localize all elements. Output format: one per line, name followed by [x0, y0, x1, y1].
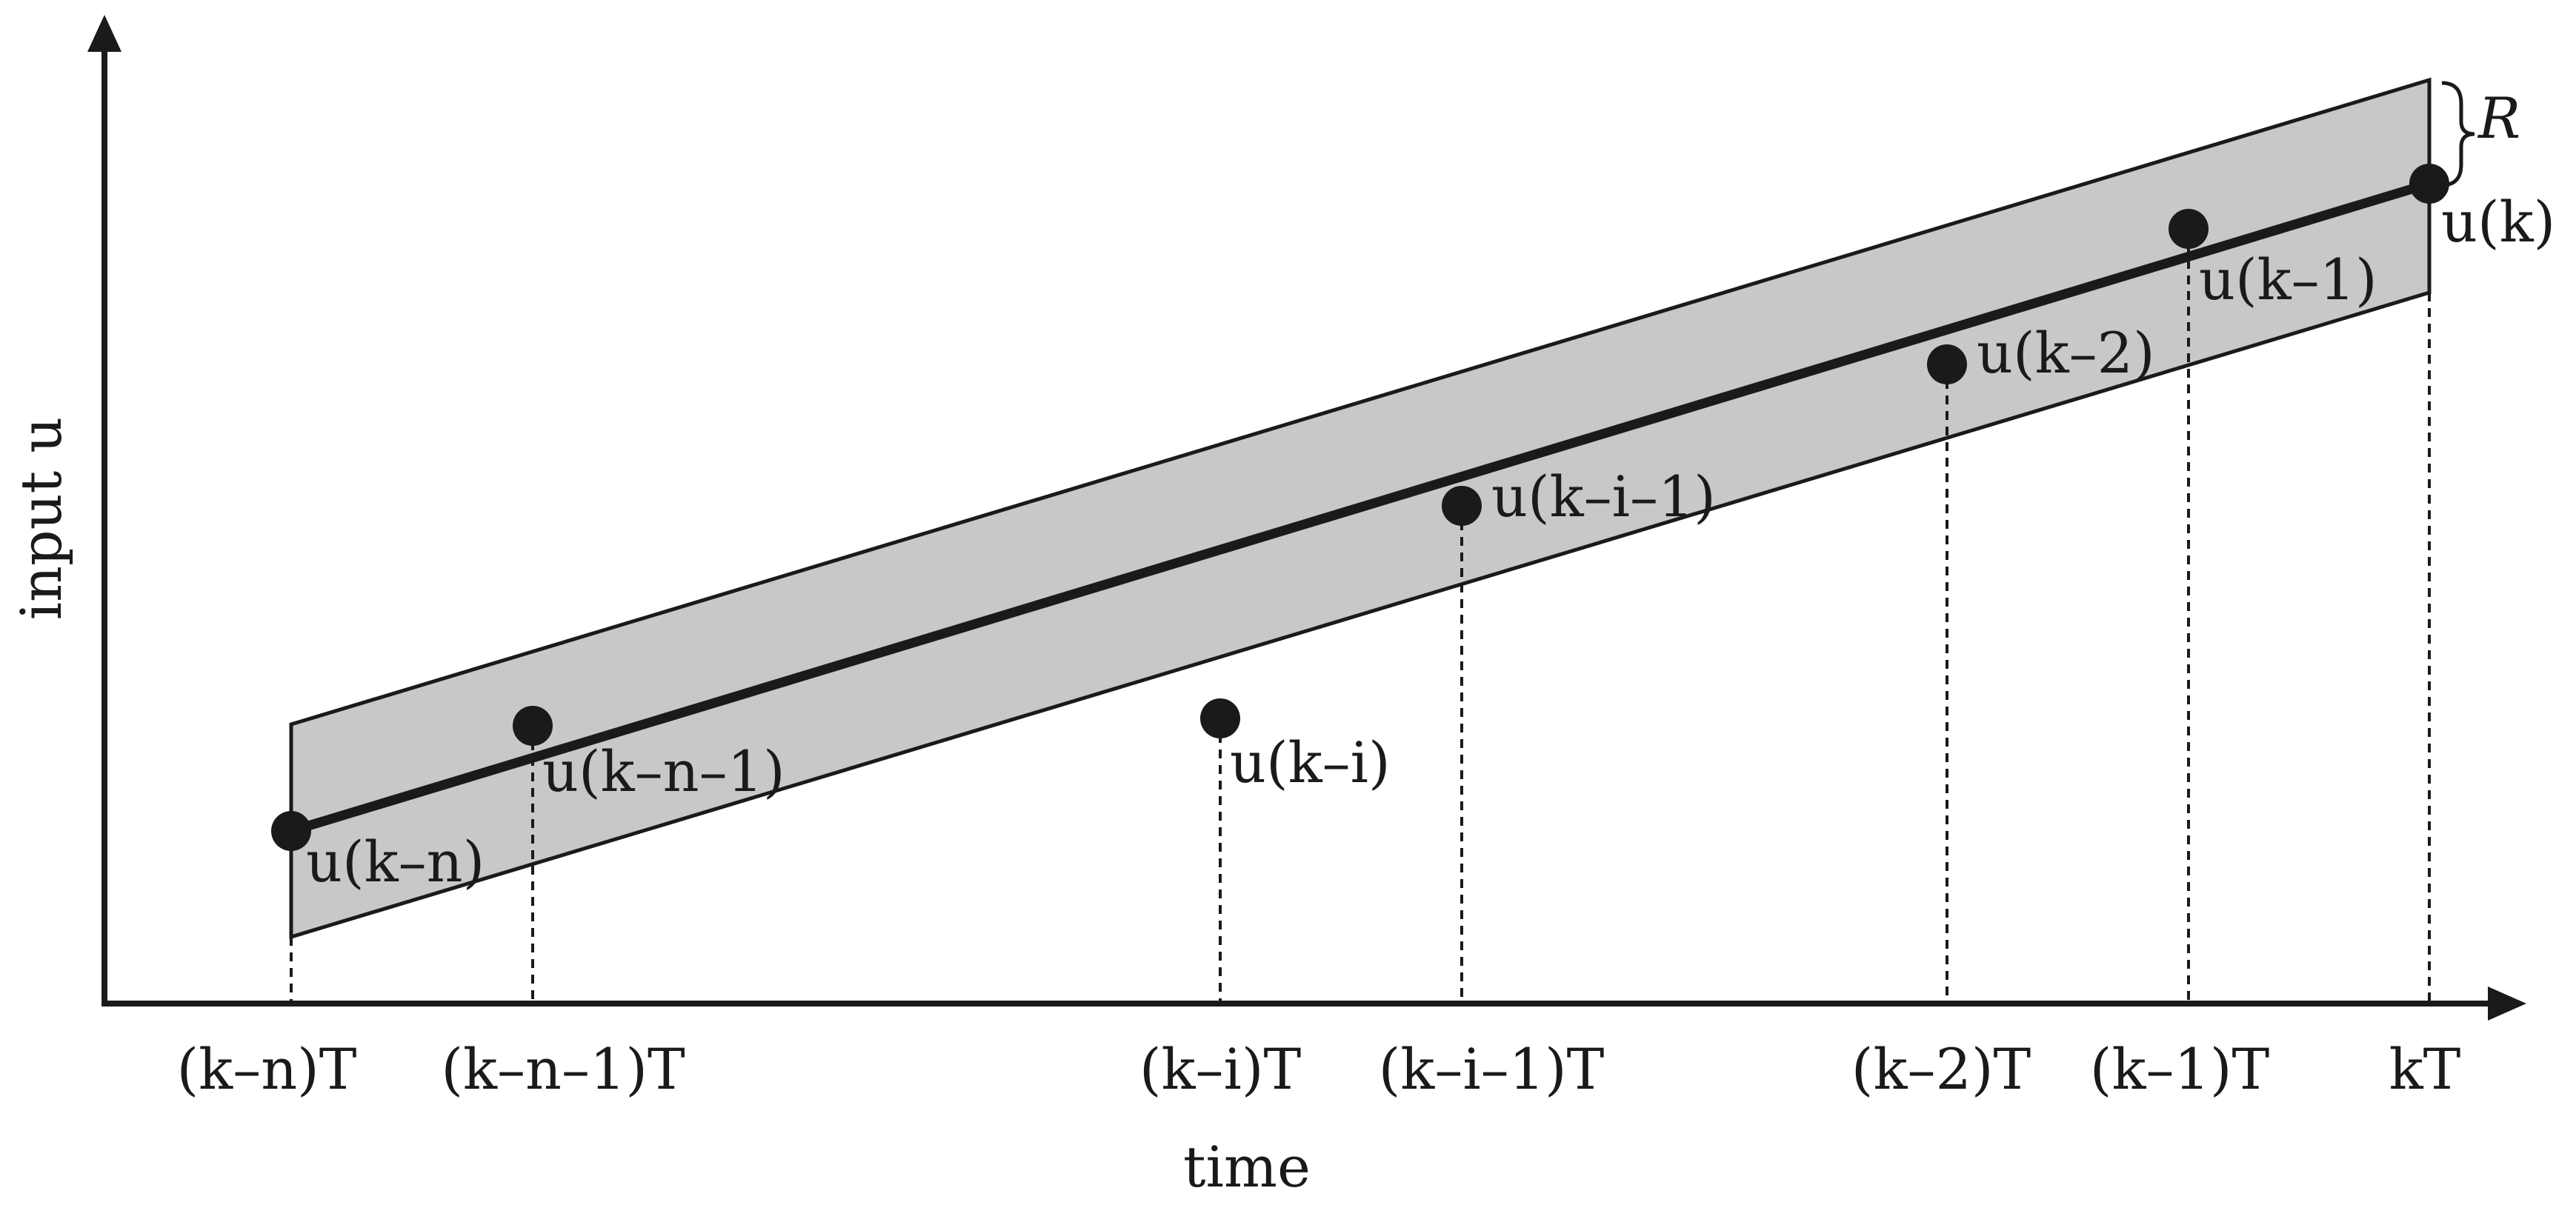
tick-k-n-1: (k–n–1)T [441, 1036, 685, 1102]
point-u-k-n-1 [513, 706, 553, 746]
drop-lines [290, 229, 2431, 1004]
tick-k-1: (k–1)T [2090, 1036, 2269, 1102]
label-u-k-i: u(k–i) [1230, 730, 1391, 795]
label-u-k-n-1: u(k–n–1) [542, 738, 785, 804]
tick-k-2: (k–2)T [1851, 1036, 2031, 1102]
trend-line [290, 178, 2431, 836]
point-u-k-n [271, 811, 311, 851]
label-u-k: u(k) [2441, 189, 2555, 255]
label-u-k-n: u(k–n) [306, 829, 485, 895]
x-axis-title: time [1183, 1134, 1311, 1200]
data-points [271, 164, 2449, 851]
band-brace [2441, 81, 2475, 187]
tick-k-i-1: (k–i–1)T [1379, 1036, 1605, 1102]
point-u-k-1 [2169, 209, 2209, 249]
tick-k: kT [2389, 1036, 2461, 1102]
point-u-k [2409, 164, 2449, 204]
label-u-k-1: u(k–1) [2199, 247, 2377, 313]
tick-k-i: (k–i)T [1139, 1036, 1301, 1102]
point-u-k-i [1200, 698, 1240, 738]
point-u-k-2 [1927, 344, 1967, 384]
point-u-k-i-1 [1442, 486, 1482, 526]
y-axis-title: input u [8, 417, 74, 621]
tick-k-n: (k–n)T [177, 1036, 357, 1102]
x-axis-arrow [2488, 987, 2526, 1021]
y-axis-arrow [87, 15, 122, 52]
band-width-label: R [2477, 85, 2520, 151]
label-u-k-2: u(k–2) [1977, 320, 2155, 386]
label-u-k-i-1: u(k–i–1) [1491, 464, 1716, 530]
